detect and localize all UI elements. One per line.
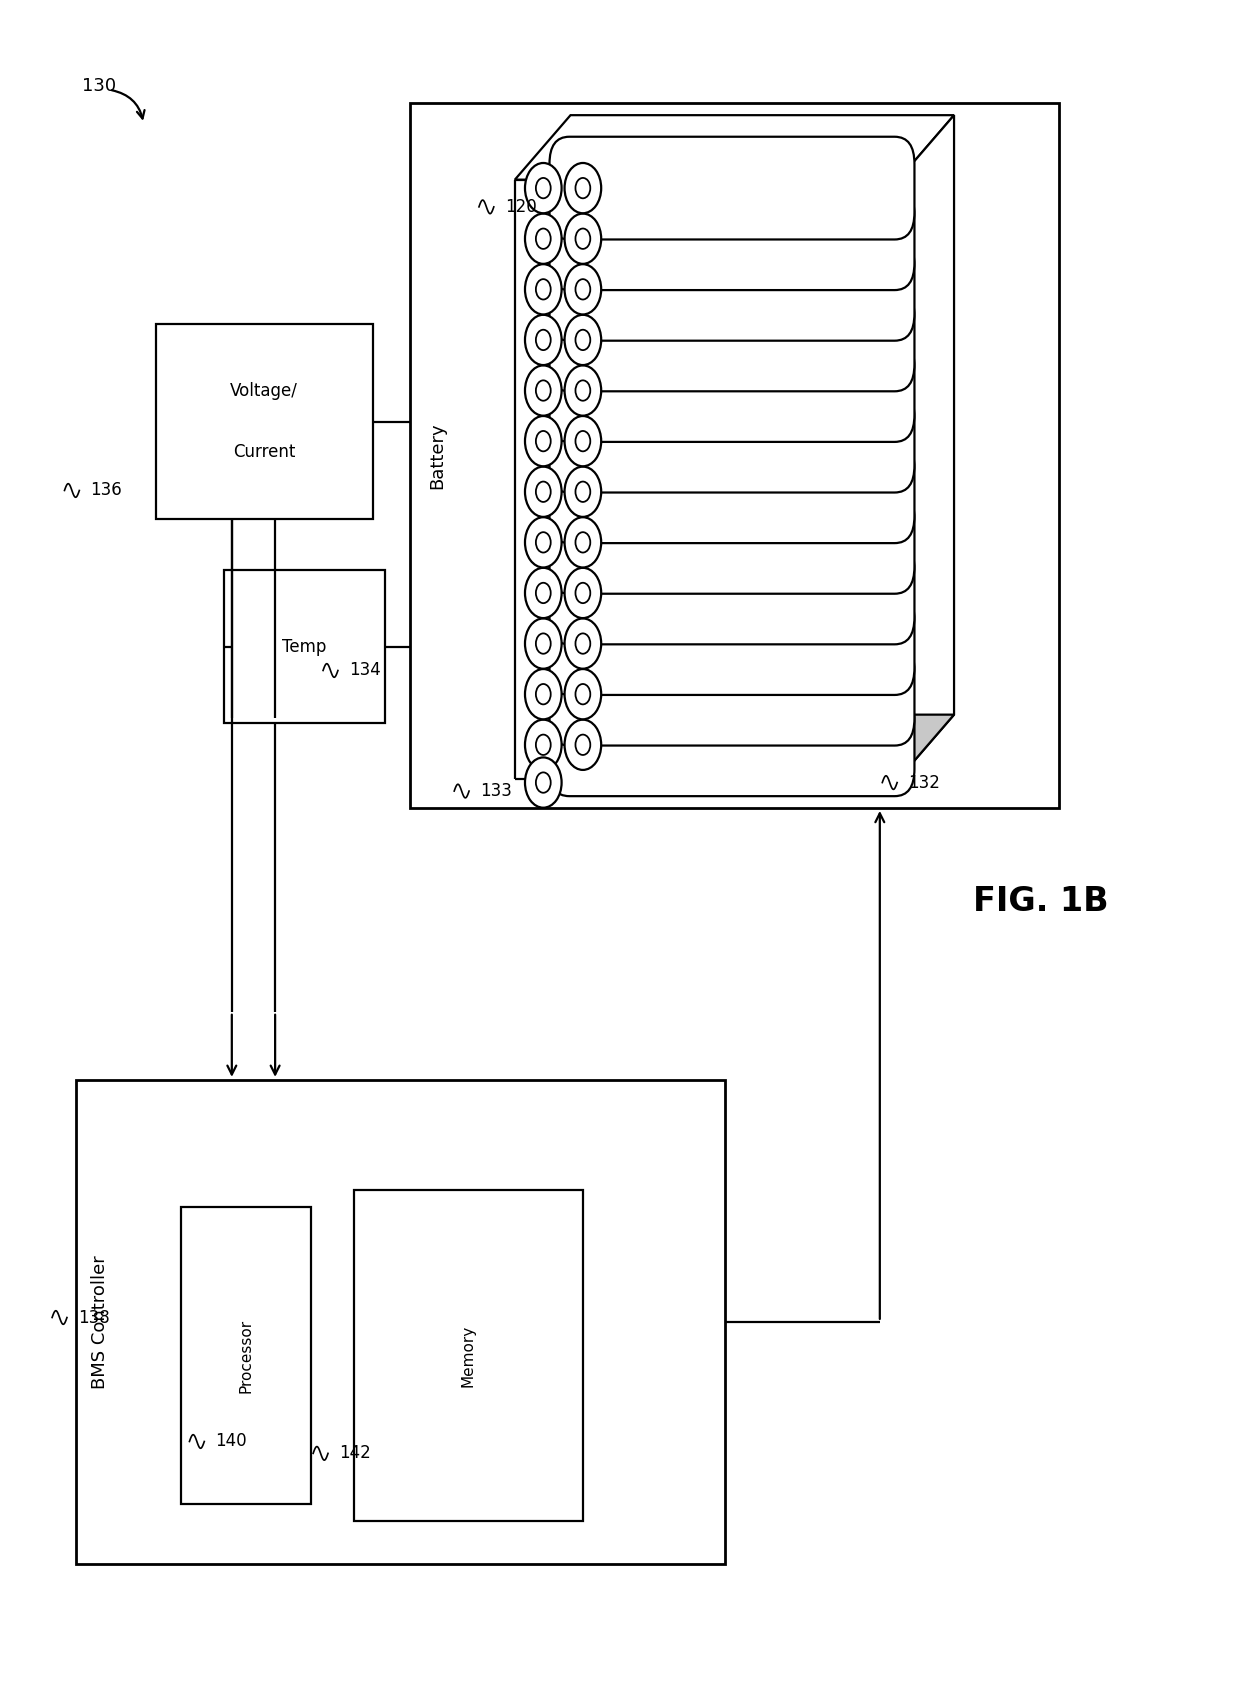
Text: 132: 132 (908, 774, 940, 791)
Circle shape (564, 315, 601, 366)
Circle shape (525, 264, 562, 315)
Text: 133: 133 (480, 782, 512, 799)
FancyBboxPatch shape (549, 694, 914, 796)
Circle shape (575, 684, 590, 704)
Circle shape (575, 583, 590, 604)
FancyBboxPatch shape (549, 441, 914, 543)
Circle shape (525, 315, 562, 366)
Circle shape (536, 684, 551, 704)
Circle shape (564, 568, 601, 617)
Text: Processor: Processor (238, 1318, 253, 1393)
Circle shape (525, 366, 562, 415)
Text: 142: 142 (340, 1444, 371, 1463)
Circle shape (564, 214, 601, 264)
Circle shape (536, 228, 551, 248)
Circle shape (575, 179, 590, 199)
Circle shape (564, 668, 601, 720)
Circle shape (575, 633, 590, 653)
Circle shape (536, 381, 551, 401)
Circle shape (525, 214, 562, 264)
Circle shape (525, 757, 562, 808)
Circle shape (525, 720, 562, 771)
Circle shape (525, 163, 562, 213)
Circle shape (525, 619, 562, 668)
Circle shape (536, 633, 551, 653)
Text: Memory: Memory (461, 1325, 476, 1386)
Circle shape (525, 568, 562, 617)
Bar (353, 1191, 583, 1521)
Text: Temp: Temp (283, 638, 326, 655)
Circle shape (575, 381, 590, 401)
FancyBboxPatch shape (549, 187, 914, 291)
Circle shape (536, 179, 551, 199)
Circle shape (564, 517, 601, 568)
Bar (224, 570, 384, 723)
Circle shape (525, 517, 562, 568)
Text: Current: Current (233, 444, 295, 461)
Circle shape (575, 430, 590, 451)
Text: 136: 136 (91, 481, 123, 500)
Circle shape (536, 430, 551, 451)
Text: 134: 134 (348, 662, 381, 679)
Circle shape (564, 466, 601, 517)
Circle shape (564, 720, 601, 771)
FancyBboxPatch shape (549, 643, 914, 745)
Circle shape (564, 163, 601, 213)
FancyBboxPatch shape (549, 492, 914, 594)
Circle shape (564, 619, 601, 668)
Polygon shape (800, 714, 954, 779)
FancyBboxPatch shape (549, 338, 914, 442)
Text: 120: 120 (505, 197, 537, 216)
Circle shape (525, 466, 562, 517)
Text: Battery: Battery (428, 422, 446, 488)
Circle shape (575, 279, 590, 299)
Bar (409, 104, 1059, 808)
Circle shape (575, 735, 590, 755)
Text: 138: 138 (78, 1308, 110, 1327)
FancyBboxPatch shape (549, 592, 914, 696)
FancyBboxPatch shape (549, 289, 914, 391)
Circle shape (564, 417, 601, 466)
Circle shape (575, 330, 590, 350)
FancyBboxPatch shape (549, 238, 914, 340)
FancyBboxPatch shape (549, 541, 914, 645)
FancyBboxPatch shape (549, 390, 914, 493)
Text: 140: 140 (216, 1432, 247, 1451)
Text: FIG. 1B: FIG. 1B (973, 885, 1109, 919)
Polygon shape (898, 116, 954, 779)
Polygon shape (515, 116, 954, 180)
Circle shape (536, 772, 551, 793)
Circle shape (564, 264, 601, 315)
Circle shape (525, 417, 562, 466)
Circle shape (536, 481, 551, 502)
Circle shape (564, 366, 601, 415)
Text: BMS Controller: BMS Controller (92, 1255, 109, 1388)
Circle shape (575, 228, 590, 248)
Text: 130: 130 (82, 77, 115, 95)
Circle shape (536, 279, 551, 299)
FancyBboxPatch shape (549, 136, 914, 240)
Circle shape (525, 668, 562, 720)
Circle shape (575, 481, 590, 502)
Bar (181, 1208, 311, 1504)
Bar (156, 325, 372, 519)
Bar (76, 1080, 725, 1563)
Circle shape (575, 532, 590, 553)
Circle shape (536, 532, 551, 553)
Circle shape (536, 583, 551, 604)
Circle shape (536, 735, 551, 755)
Text: Voltage/: Voltage/ (231, 383, 299, 400)
Circle shape (536, 330, 551, 350)
